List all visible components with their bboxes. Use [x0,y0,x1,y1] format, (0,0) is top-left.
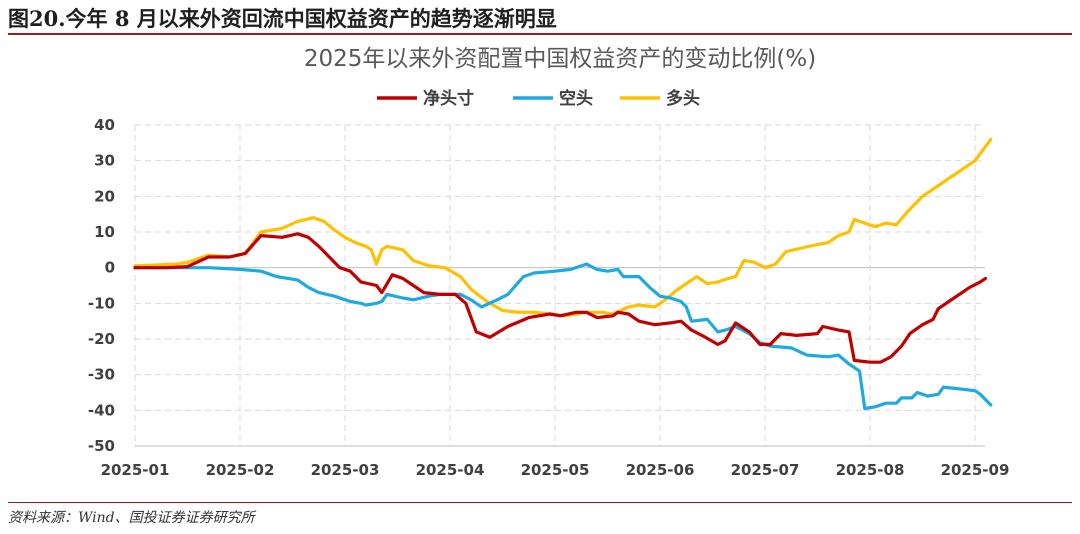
x-tick-label: 2025-04 [416,461,485,479]
legend: 净头寸 空头 多头 [377,88,700,109]
y-tick-label: -50 [88,437,115,455]
x-tick-label: 2025-02 [206,461,275,479]
y-tick-label: -40 [88,401,115,419]
legend-label-net: 净头寸 [423,88,474,109]
source-note: 资料来源：Wind、国投证券证券研究所 [8,510,255,526]
y-tick-label: -20 [88,330,115,348]
series-lines [133,137,993,411]
legend-label-short: 空头 [559,88,593,109]
source-rule [8,502,1072,503]
y-tick-label: 40 [94,116,115,134]
y-tick-label: 20 [94,187,115,205]
legend-item-short: 空头 [513,88,593,109]
line-chart: 2025年以来外资配置中国权益资产的变动比例(%) 净头寸 空头 多头 40 30 20… [88,46,1010,479]
y-tick-label: 0 [105,259,115,277]
series-line-short [133,262,993,411]
y-axis-ticks: 40 30 20 10 0 -10 -20 -30 -40 -50 [88,116,115,455]
y-tick-label: -30 [88,366,115,384]
legend-item-long: 多头 [620,88,700,109]
gridlines [134,124,985,447]
legend-label-long: 多头 [666,88,700,109]
x-tick-label: 2025-06 [626,461,695,479]
x-tick-label: 2025-08 [836,461,905,479]
legend-item-net: 净头寸 [377,88,474,109]
chart-title: 2025年以来外资配置中国权益资产的变动比例(%) [304,46,816,72]
y-tick-label: 30 [94,152,115,170]
series-line-net [133,232,988,364]
series-line-long [133,137,993,318]
title-rule [8,33,1072,35]
x-axis-ticks: 2025-01 2025-02 2025-03 2025-04 2025-05 2025-… [101,461,1010,479]
y-tick-label: -10 [88,294,115,312]
x-tick-label: 2025-03 [311,461,380,479]
y-tick-label: 10 [94,223,115,241]
x-tick-label: 2025-07 [731,461,800,479]
x-tick-label: 2025-09 [941,461,1010,479]
figure-title: 图20.今年 8 月以来外资回流中国权益资产的趋势逐渐明显 [8,6,557,31]
x-tick-label: 2025-05 [521,461,590,479]
x-tick-label: 2025-01 [101,461,170,479]
